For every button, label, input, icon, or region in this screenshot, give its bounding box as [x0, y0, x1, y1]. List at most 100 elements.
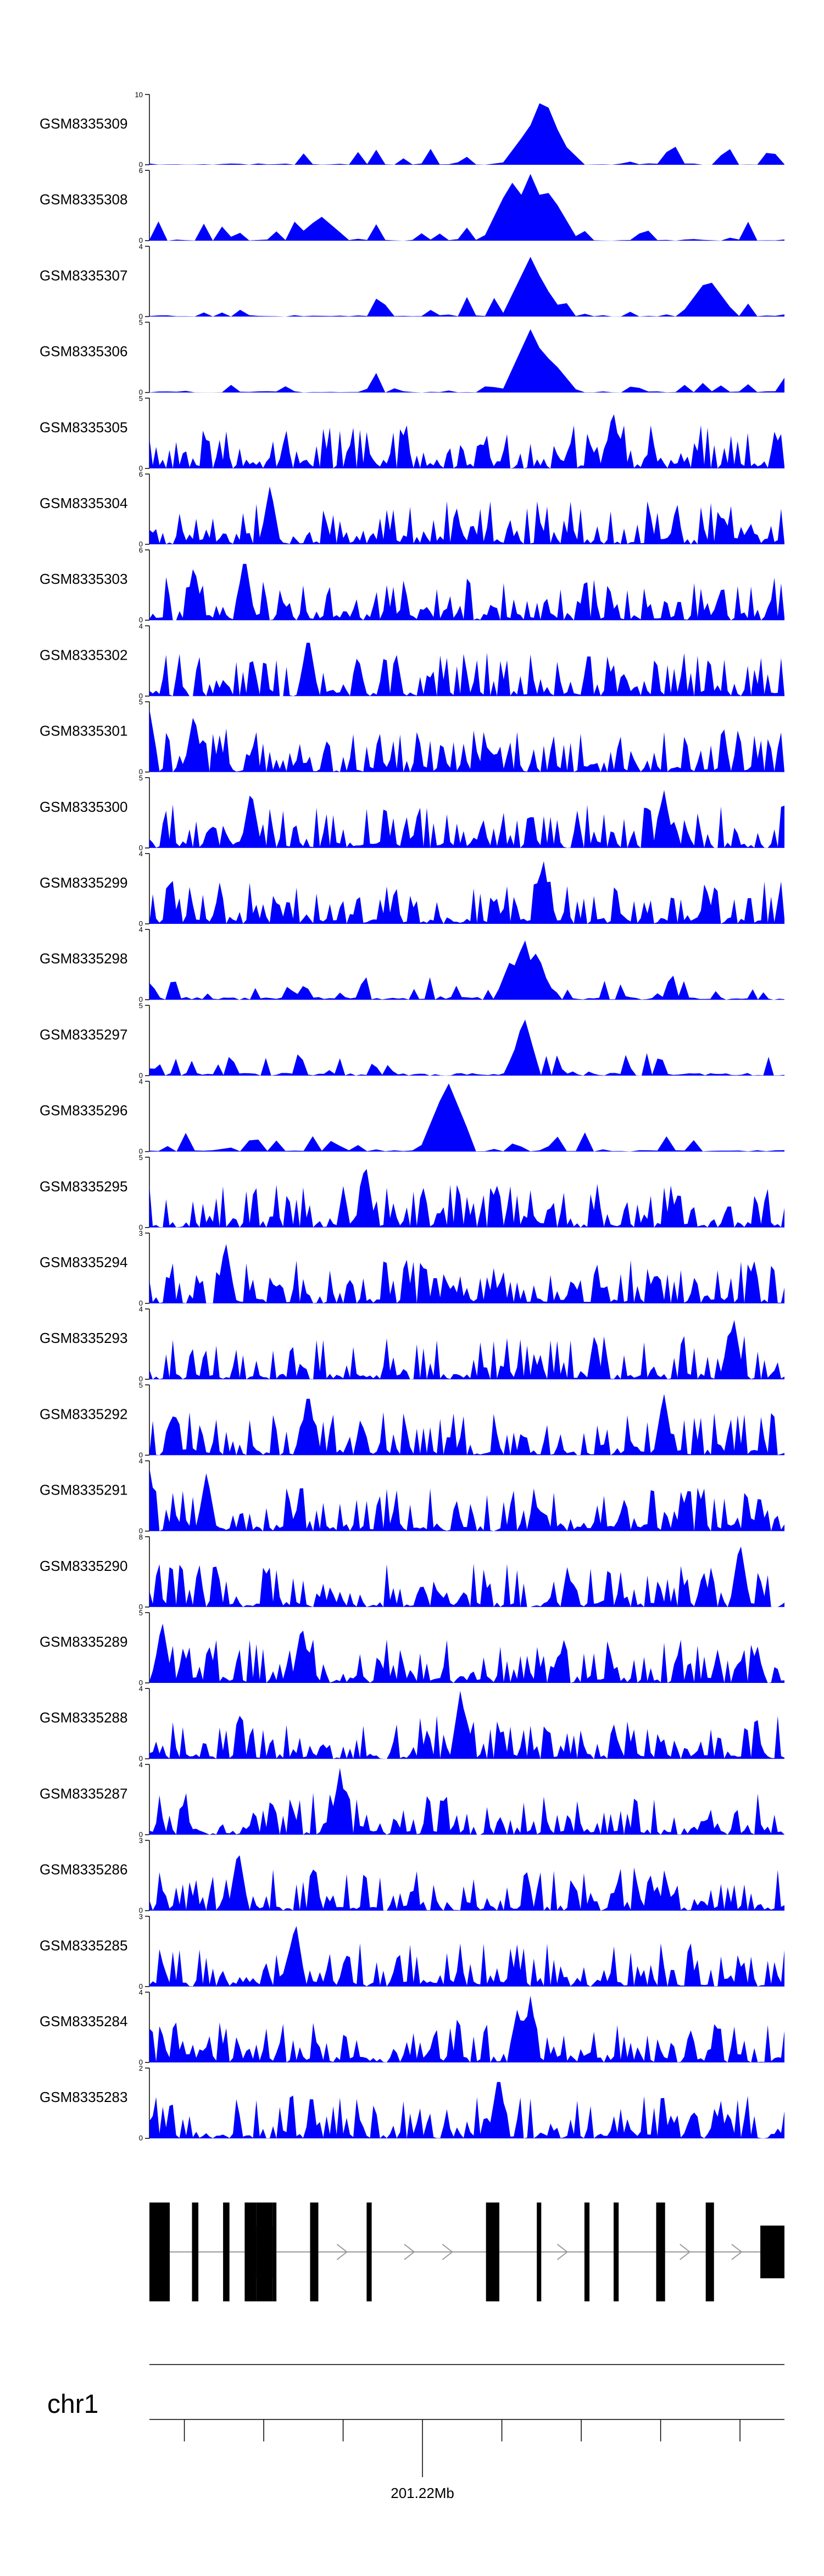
y-max-label: 4	[139, 925, 143, 934]
y-max-label: 4	[139, 1685, 143, 1693]
y-max-label: 5	[139, 394, 143, 403]
signal-area	[149, 486, 784, 544]
signal-area	[149, 174, 784, 241]
signal-area	[149, 1169, 784, 1228]
track-GSM8335287: GSM8335287 4 0	[40, 1760, 784, 1838]
signal-area	[149, 1320, 784, 1380]
y-min-label: 0	[139, 2134, 143, 2142]
track-GSM8335292: GSM8335292 5 0	[40, 1381, 784, 1459]
y-max-label: 3	[139, 1837, 143, 1845]
y-max-label: 3	[139, 1913, 143, 1921]
track-GSM8335307: GSM8335307 4 0	[40, 242, 784, 320]
signal-area	[149, 1624, 784, 1683]
track-name: GSM8335290	[40, 1558, 127, 1574]
genome-axis-track: chr1 201.22Mb	[47, 2364, 784, 2501]
track-GSM8335289: GSM8335289 5 0	[40, 1609, 784, 1687]
y-min-label: 0	[139, 464, 143, 472]
track-name: GSM8335296	[40, 1102, 127, 1119]
strand-arrow	[680, 2244, 691, 2260]
exon	[244, 2203, 257, 2301]
signal-area	[149, 1995, 784, 2062]
y-min-label: 0	[139, 1906, 143, 1915]
exon	[486, 2203, 499, 2301]
track-name: GSM8335291	[40, 1482, 127, 1498]
track-GSM8335296: GSM8335296 4 0	[40, 1078, 784, 1156]
signal-area	[149, 1926, 784, 1987]
track-GSM8335309: GSM8335309 10 0	[40, 91, 784, 169]
y-min-label: 0	[139, 919, 143, 928]
y-min-label: 0	[139, 1679, 143, 1687]
track-GSM8335298: GSM8335298 4 0	[40, 925, 784, 1003]
y-min-label: 0	[139, 2058, 143, 2066]
signal-area	[149, 643, 784, 696]
exon	[705, 2203, 714, 2301]
track-name: GSM8335297	[40, 1026, 127, 1042]
y-max-label: 8	[139, 1533, 143, 1541]
chromosome-label: chr1	[47, 2390, 98, 2419]
strand-arrow	[404, 2244, 415, 2260]
y-max-label: 3	[139, 1229, 143, 1237]
signal-area	[149, 1855, 784, 1911]
y-max-label: 5	[139, 1153, 143, 1162]
signal-area	[149, 1546, 784, 1607]
y-max-label: 4	[139, 1078, 143, 1086]
exon	[256, 2226, 273, 2278]
y-min-label: 0	[139, 768, 143, 776]
y-max-label: 4	[139, 1988, 143, 1997]
y-min-label: 0	[139, 388, 143, 397]
y-min-label: 0	[139, 160, 143, 169]
signal-area	[149, 940, 784, 1000]
y-max-label: 4	[139, 1457, 143, 1465]
track-name: GSM8335305	[40, 419, 127, 436]
track-name: GSM8335289	[40, 1633, 127, 1650]
y-max-label: 4	[139, 622, 143, 630]
track-GSM8335301: GSM8335301 5 0	[40, 698, 784, 776]
track-GSM8335284: GSM8335284 4 0	[40, 1988, 784, 2066]
y-min-label: 0	[139, 616, 143, 624]
y-min-label: 0	[139, 1375, 143, 1383]
track-name: GSM8335304	[40, 495, 127, 511]
strand-arrow	[731, 2244, 743, 2260]
track-name: GSM8335303	[40, 571, 127, 587]
track-name: GSM8335300	[40, 799, 127, 815]
track-name: GSM8335302	[40, 646, 127, 663]
y-min-label: 0	[139, 1830, 143, 1838]
signal-area	[149, 1468, 784, 1531]
track-GSM8335295: GSM8335295 5 0	[40, 1153, 784, 1231]
track-GSM8335302: GSM8335302 4 0	[40, 622, 784, 700]
strand-arrow	[556, 2244, 569, 2260]
y-max-label: 10	[135, 91, 143, 99]
y-min-label: 0	[139, 1451, 143, 1459]
track-name: GSM8335298	[40, 950, 127, 967]
track-GSM8335283: GSM8335283 2 0	[40, 2064, 784, 2142]
track-name: GSM8335307	[40, 267, 127, 283]
y-max-label: 4	[139, 1305, 143, 1313]
signal-area	[149, 1083, 784, 1152]
y-min-label: 0	[139, 1527, 143, 1535]
signal-tracks: GSM8335309100GSM833530860GSM833530740GSM…	[40, 91, 784, 2142]
y-min-label: 0	[139, 844, 143, 852]
track-name: GSM8335293	[40, 1330, 127, 1346]
exon	[272, 2203, 277, 2301]
signal-area	[149, 2082, 784, 2139]
y-max-label: 4	[139, 1760, 143, 1769]
y-max-label: 2	[139, 2064, 143, 2072]
y-min-label: 0	[139, 312, 143, 320]
y-max-label: 4	[139, 242, 143, 250]
y-min-label: 0	[139, 1299, 143, 1307]
y-max-label: 5	[139, 1609, 143, 1617]
strand-arrow	[336, 2244, 348, 2260]
track-name: GSM8335286	[40, 1861, 127, 1878]
track-GSM8335290: GSM8335290 8 0	[40, 1533, 784, 1611]
signal-area	[149, 1767, 784, 1835]
track-name: GSM8335287	[40, 1785, 127, 1802]
y-min-label: 0	[139, 1603, 143, 1611]
y-min-label: 0	[139, 692, 143, 700]
signal-area	[149, 790, 784, 848]
y-min-label: 0	[139, 1071, 143, 1079]
track-GSM8335293: GSM8335293 4 0	[40, 1305, 784, 1383]
signal-area	[149, 1691, 784, 1759]
track-name: GSM8335308	[40, 191, 127, 208]
track-GSM8335288: GSM8335288 4 0	[40, 1685, 784, 1763]
